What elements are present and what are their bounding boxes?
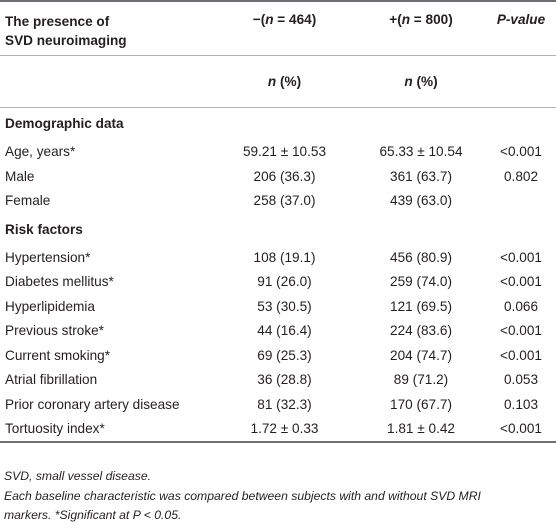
cell-negative-group: 81 (32.3) <box>257 396 312 412</box>
header-line-1: The presence of <box>5 14 110 29</box>
subheader-empty-p <box>486 55 556 107</box>
row-label: Previous stroke* <box>5 323 104 339</box>
cell-negative-group: 59.21 ± 10.53 <box>242 144 327 160</box>
cell-positive-group: 224 (83.6) <box>390 323 452 339</box>
cell-pvalue: 0.053 <box>503 372 539 388</box>
cell-negative-group: 91 (26.0) <box>257 274 312 290</box>
cell-pvalue: <0.001 <box>500 323 542 339</box>
baseline-characteristics-table: The presence of SVD neuroimaging −(n = 4… <box>0 1 556 442</box>
section-header-row: Risk factors <box>0 213 556 245</box>
cell-positive-group: 204 (74.7) <box>390 347 452 363</box>
subheader-empty <box>0 55 213 107</box>
table-row: Diabetes mellitus* 91 (26.0) 259 (74.0) <0.… <box>0 270 556 295</box>
cell-positive-group: 439 (63.0) <box>390 193 452 209</box>
cell-negative-group: 206 (36.3) <box>253 168 316 184</box>
cell-negative-group: 108 (19.1) <box>253 249 316 265</box>
cell-negative-group: 258 (37.0) <box>253 193 316 209</box>
section-header-row: Demographic data <box>0 107 556 140</box>
cell-pvalue: <0.001 <box>500 274 542 290</box>
cell-pvalue: 0.066 <box>503 298 539 314</box>
header-positive-group: +(n = 800) <box>389 12 453 27</box>
table-footnotes: SVD, small vessel disease. Each baseline… <box>4 467 481 526</box>
row-label: Hyperlipidemia <box>5 298 95 314</box>
row-label: Diabetes mellitus* <box>5 274 114 290</box>
row-label: Tortuosity index* <box>5 421 105 437</box>
table-row: Current smoking* 69 (25.3) 204 (74.7) <0.00… <box>0 343 556 368</box>
table-subheader-row: n (%) n (%) <box>0 55 556 107</box>
cell-negative-group: 69 (25.3) <box>257 347 312 363</box>
row-label: Current smoking* <box>5 347 111 363</box>
row-label: Atrial fibrillation <box>5 372 98 388</box>
table-row: Atrial fibrillation 36 (28.8) 89 (71.2) 0.0… <box>0 368 556 393</box>
table-header-row: The presence of SVD neuroimaging −(n = 4… <box>0 1 556 55</box>
table-row: Previous stroke* 44 (16.4) 224 (83.6) <0.00… <box>0 319 556 344</box>
cell-pvalue: <0.001 <box>500 249 542 265</box>
cell-positive-group: 1.81 ± 0.42 <box>387 421 455 437</box>
footnote-method-line-2: markers. *Significant at P < 0.05. <box>4 508 182 522</box>
cell-negative-group: 44 (16.4) <box>257 323 312 339</box>
cell-pvalue: <0.001 <box>500 421 542 437</box>
subheader-negative-unit: n (%) <box>267 73 302 89</box>
table-row: Age, years* 59.21 ± 10.53 65.33 ± 10.54 <0.… <box>0 140 556 165</box>
cell-negative-group: 1.72 ± 0.33 <box>250 421 319 437</box>
cell-positive-group: 89 (71.2) <box>393 372 449 388</box>
cell-pvalue: <0.001 <box>500 144 542 160</box>
header-line-2: SVD neuroimaging <box>5 33 127 48</box>
cell-positive-group: 456 (80.9) <box>390 249 452 265</box>
cell-positive-group: 121 (69.5) <box>390 298 452 314</box>
footnote-abbreviation: SVD, small vessel disease. <box>4 469 151 483</box>
row-label: Age, years* <box>5 144 76 160</box>
row-label: Prior coronary artery disease <box>5 396 180 412</box>
footnote-method-line-1: Each baseline characteristic was compare… <box>4 488 481 503</box>
subheader-positive-unit: n (%) <box>404 73 438 89</box>
header-characteristic: The presence of SVD neuroimaging <box>0 1 213 55</box>
table-row: Male 206 (36.3) 361 (63.7) 0.802 <box>0 164 556 189</box>
table-row: Female 258 (37.0) 439 (63.0) <box>0 189 556 214</box>
cell-pvalue: 0.103 <box>503 396 539 412</box>
row-label: Female <box>5 193 51 209</box>
cell-negative-group: 36 (28.8) <box>257 372 312 388</box>
table-row: Tortuosity index* 1.72 ± 0.33 1.81 ± 0.42 <… <box>0 417 556 442</box>
cell-pvalue <box>486 189 556 214</box>
cell-positive-group: 361 (63.7) <box>390 168 452 184</box>
header-negative-group: −(n = 464) <box>252 12 317 27</box>
table-row: Prior coronary artery disease 81 (32.3) 17… <box>0 392 556 417</box>
header-pvalue: P-value <box>496 12 546 27</box>
cell-positive-group: 65.33 ± 10.54 <box>379 144 463 160</box>
cell-pvalue: 0.802 <box>503 168 539 184</box>
section-title: Risk factors <box>5 221 83 237</box>
cell-negative-group: 53 (30.5) <box>257 298 312 314</box>
row-label: Hypertension* <box>5 249 91 265</box>
cell-pvalue: <0.001 <box>500 347 542 363</box>
row-label: Male <box>5 168 35 184</box>
cell-positive-group: 259 (74.0) <box>390 274 452 290</box>
table-row: Hypertension* 108 (19.1) 456 (80.9) <0.001 <box>0 245 556 270</box>
section-title: Demographic data <box>5 116 124 131</box>
table-row: Hyperlipidemia 53 (30.5) 121 (69.5) 0.066 <box>0 294 556 319</box>
cell-positive-group: 170 (67.7) <box>390 396 452 412</box>
